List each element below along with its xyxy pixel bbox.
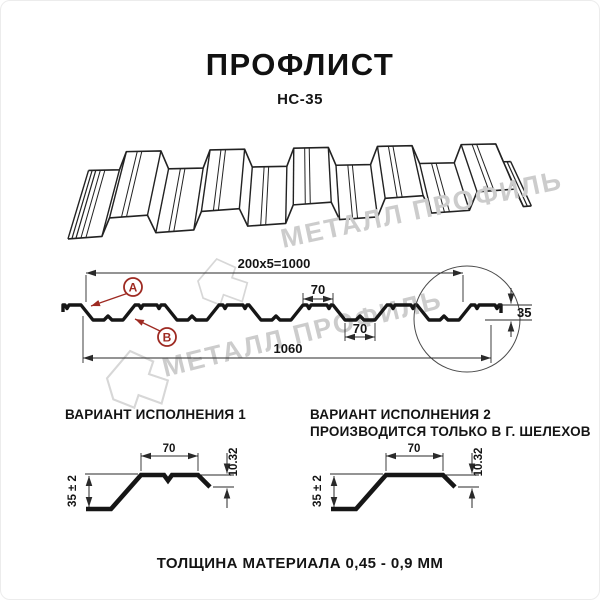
cross-section-drawing: 200x5=1000 70 70 1060 35 А В <box>61 256 532 373</box>
section-profile <box>61 303 503 322</box>
watermark-text: МЕТАЛЛ ПРОФИЛЬ <box>159 284 445 383</box>
callout-b-label: В <box>163 331 172 345</box>
variant1-drawing: 70 10.32 35 ± 2 <box>67 443 240 512</box>
v1-dim-drop: 10.32 <box>228 448 240 477</box>
variant2-drawing: 70 10.32 35 ± 2 <box>312 443 485 512</box>
watermark-text: МЕТАЛЛ ПРОФИЛЬ <box>278 165 565 254</box>
dim-valley-width: 70 <box>353 321 367 336</box>
page-title: ПРОФЛИСТ <box>205 47 395 82</box>
callout-a-label: А <box>129 281 138 295</box>
v1-dim-height: 35 ± 2 <box>67 475 79 507</box>
sheet-3d-drawing <box>67 143 532 240</box>
v1-dim-flange: 70 <box>163 443 176 455</box>
profile-code: НС-35 <box>277 91 323 108</box>
v2-dim-height: 35 ± 2 <box>312 475 324 507</box>
dim-crest-width: 70 <box>311 282 325 297</box>
dim-module: 200x5=1000 <box>238 256 311 271</box>
material-thickness-note: ТОЛЩИНА МАТЕРИАЛА 0,45 - 0,9 ММ <box>156 555 444 572</box>
dim-total-width: 1060 <box>274 341 303 356</box>
watermark-logo-icon <box>105 349 170 410</box>
watermark-layer: МЕТАЛЛ ПРОФИЛЬ МЕТАЛЛ ПРОФИЛЬ <box>105 165 565 410</box>
variant2-title-line1: ВАРИАНТ ИСПОЛНЕНИЯ 2 <box>310 407 491 422</box>
v2-dim-drop: 10.32 <box>473 448 485 477</box>
detail-circle <box>413 265 521 373</box>
dim-height: 35 <box>517 305 531 320</box>
variant1-profile <box>86 472 212 512</box>
v2-dim-flange: 70 <box>408 443 421 455</box>
variant1-title: ВАРИАНТ ИСПОЛНЕНИЯ 1 <box>65 407 246 422</box>
variant2-title-line2: ПРОИЗВОДИТСЯ ТОЛЬКО В Г. ШЕЛЕХОВ <box>310 424 591 439</box>
variant2-title: ВАРИАНТ ИСПОЛНЕНИЯ 2 ПРОИЗВОДИТСЯ ТОЛЬКО… <box>310 406 591 440</box>
callout-a: А <box>90 277 143 307</box>
callout-b: В <box>134 318 177 347</box>
watermark-logo-icon <box>197 257 249 307</box>
variant2-profile <box>331 472 457 512</box>
